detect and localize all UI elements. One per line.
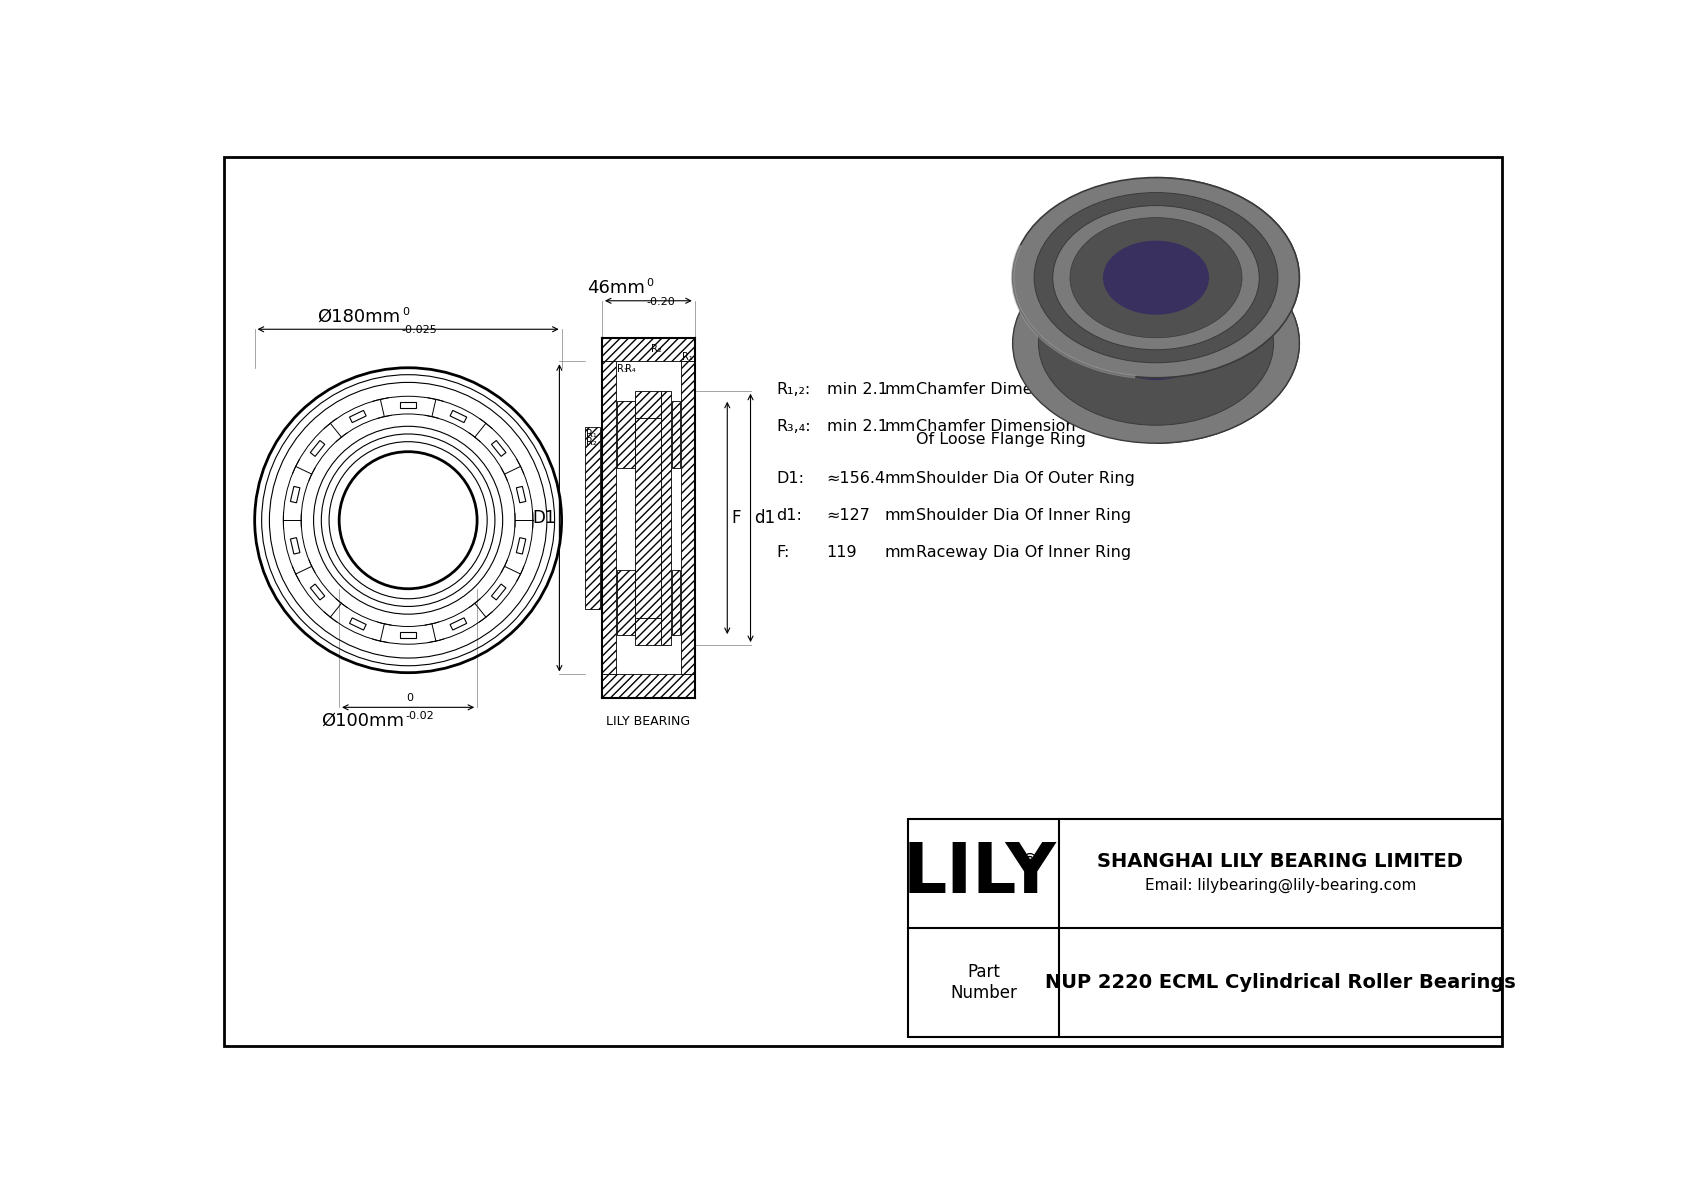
Text: SHANGHAI LILY BEARING LIMITED: SHANGHAI LILY BEARING LIMITED — [1098, 852, 1463, 871]
Text: R₃,₄:: R₃,₄: — [776, 418, 812, 434]
Text: NUP 2220 ECML Cylindrical Roller Bearings: NUP 2220 ECML Cylindrical Roller Bearing… — [1046, 973, 1516, 992]
Polygon shape — [517, 486, 525, 503]
Text: min 2.1: min 2.1 — [827, 381, 887, 397]
Text: ≈156.4: ≈156.4 — [827, 470, 886, 486]
Text: d1: d1 — [754, 509, 776, 526]
Text: D1: D1 — [532, 509, 556, 526]
Polygon shape — [290, 486, 300, 503]
Text: Chamfer Dimension: Chamfer Dimension — [916, 381, 1076, 397]
Text: 0: 0 — [402, 307, 409, 317]
Text: Of Loose Flange Ring: Of Loose Flange Ring — [916, 432, 1086, 448]
Bar — [635, 391, 662, 418]
Polygon shape — [350, 618, 365, 630]
Bar — [616, 570, 635, 635]
Ellipse shape — [1052, 206, 1260, 350]
Text: R₁,₂:: R₁,₂: — [776, 381, 810, 397]
Polygon shape — [450, 618, 466, 630]
Text: 0: 0 — [647, 279, 653, 288]
Polygon shape — [450, 411, 466, 423]
Text: R₃: R₃ — [618, 363, 628, 374]
Text: Chamfer Dimension: Chamfer Dimension — [916, 418, 1076, 434]
Bar — [662, 391, 672, 646]
Text: d1:: d1: — [776, 507, 802, 523]
Text: mm: mm — [884, 418, 916, 434]
Ellipse shape — [1069, 218, 1243, 338]
Text: R₄: R₄ — [625, 363, 637, 374]
Text: min 2.1: min 2.1 — [827, 418, 887, 434]
Polygon shape — [310, 441, 325, 456]
Text: F:: F: — [776, 544, 790, 560]
Text: Part
Number: Part Number — [950, 964, 1017, 1002]
Bar — [603, 361, 616, 674]
Text: -0.02: -0.02 — [406, 711, 434, 722]
Text: -0.025: -0.025 — [402, 325, 438, 336]
Ellipse shape — [1034, 193, 1278, 363]
Text: mm: mm — [884, 381, 916, 397]
Text: Ø180mm: Ø180mm — [317, 307, 401, 325]
Bar — [635, 418, 662, 618]
Bar — [584, 428, 600, 609]
Text: mm: mm — [884, 544, 916, 560]
Polygon shape — [1155, 241, 1209, 380]
Text: 119: 119 — [827, 544, 857, 560]
Text: R₂: R₂ — [586, 437, 598, 447]
Text: Email: lilybearing@lily-bearing.com: Email: lilybearing@lily-bearing.com — [1145, 878, 1416, 893]
Text: -0.20: -0.20 — [647, 297, 675, 307]
Text: 0: 0 — [406, 693, 413, 704]
Bar — [672, 570, 680, 635]
Text: R₂: R₂ — [650, 344, 662, 354]
Bar — [616, 401, 635, 468]
Ellipse shape — [1012, 243, 1300, 443]
Ellipse shape — [1103, 306, 1209, 380]
Text: Shoulder Dia Of Inner Ring: Shoulder Dia Of Inner Ring — [916, 507, 1132, 523]
Text: mm: mm — [884, 470, 916, 486]
Text: LILY: LILY — [903, 840, 1056, 908]
Ellipse shape — [1012, 177, 1300, 378]
Ellipse shape — [1039, 261, 1273, 425]
Text: ≈127: ≈127 — [827, 507, 871, 523]
Polygon shape — [290, 537, 300, 554]
Text: 46mm: 46mm — [586, 279, 645, 297]
Text: R₁: R₁ — [682, 351, 694, 362]
Polygon shape — [517, 537, 525, 554]
Polygon shape — [401, 403, 416, 409]
Text: mm: mm — [884, 507, 916, 523]
Bar — [603, 338, 695, 361]
Text: ®: ® — [1021, 852, 1039, 869]
Bar — [603, 674, 695, 698]
Polygon shape — [492, 441, 505, 456]
Polygon shape — [492, 584, 505, 600]
Text: F: F — [731, 509, 741, 526]
Polygon shape — [1155, 177, 1300, 443]
Text: Shoulder Dia Of Outer Ring: Shoulder Dia Of Outer Ring — [916, 470, 1135, 486]
Polygon shape — [401, 632, 416, 638]
Text: Ø100mm: Ø100mm — [322, 711, 404, 729]
Text: R₁: R₁ — [586, 430, 598, 439]
Bar — [635, 618, 662, 646]
Bar — [680, 361, 695, 674]
Bar — [908, 819, 1502, 1037]
Ellipse shape — [1103, 241, 1209, 314]
Text: Raceway Dia Of Inner Ring: Raceway Dia Of Inner Ring — [916, 544, 1132, 560]
Polygon shape — [350, 411, 365, 423]
Bar — [672, 401, 680, 468]
Polygon shape — [310, 584, 325, 600]
Text: D1:: D1: — [776, 470, 805, 486]
Text: LILY BEARING: LILY BEARING — [606, 715, 690, 728]
